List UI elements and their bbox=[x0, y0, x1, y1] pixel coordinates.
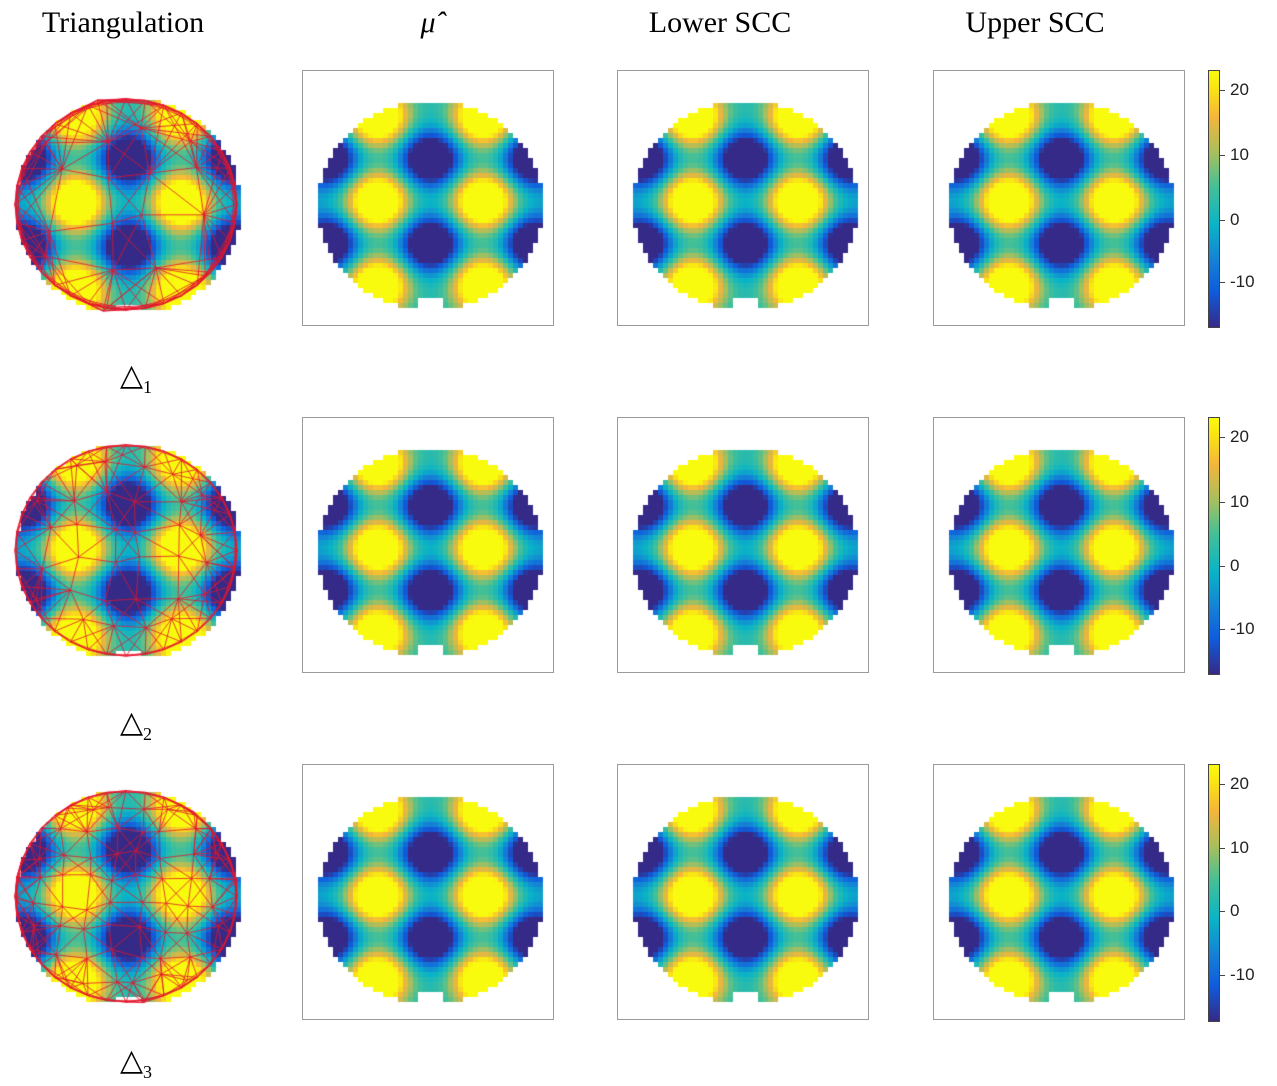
triangulation-plot-1 bbox=[6, 86, 246, 316]
triangulation-plot-2 bbox=[6, 432, 246, 662]
colorbar-1-tick-0: 0 bbox=[1219, 210, 1240, 229]
colorbar-1-tick-20: 20 bbox=[1220, 80, 1249, 99]
upper-scc-panel-2 bbox=[933, 417, 1185, 673]
mu-hat-panel-2 bbox=[302, 417, 554, 673]
triangulation-plot-3 bbox=[6, 778, 246, 1008]
colorbar-3 bbox=[1208, 764, 1220, 1022]
upper-scc-panel-3 bbox=[933, 764, 1185, 1020]
col-title-mu-hat: μ̂ bbox=[420, 6, 436, 39]
colorbar-3-tick-0: 0 bbox=[1219, 901, 1240, 920]
colorbar-3-tick-10: 10 bbox=[1220, 838, 1249, 857]
lower-scc-panel-1 bbox=[617, 70, 869, 326]
triangulation-label-3: △3 bbox=[119, 1044, 153, 1082]
colorbar-2 bbox=[1208, 417, 1220, 675]
col-title-upper-scc: Upper SCC bbox=[965, 6, 1105, 39]
lower-scc-panel-3 bbox=[617, 764, 869, 1020]
colorbar-2-tick-0: 0 bbox=[1219, 556, 1240, 575]
upper-scc-panel-1 bbox=[933, 70, 1185, 326]
triangulation-label-1: △1 bbox=[119, 359, 153, 397]
colorbar-1 bbox=[1208, 70, 1220, 328]
colorbar-3-tick-20: 20 bbox=[1220, 774, 1249, 793]
mu-hat-panel-1 bbox=[302, 70, 554, 326]
triangulation-label-2: △2 bbox=[119, 706, 153, 744]
lower-scc-panel-2 bbox=[617, 417, 869, 673]
colorbar-1-tick-neg10: -10 bbox=[1220, 272, 1255, 291]
colorbar-3-tick-neg10: -10 bbox=[1220, 965, 1255, 984]
col-title-lower-scc: Lower SCC bbox=[648, 6, 792, 39]
colorbar-2-tick-20: 20 bbox=[1220, 427, 1249, 446]
colorbar-1-tick-10: 10 bbox=[1220, 145, 1249, 164]
col-title-triangulation: Triangulation bbox=[41, 6, 205, 39]
colorbar-2-tick-10: 10 bbox=[1220, 492, 1249, 511]
colorbar-2-tick-neg10: -10 bbox=[1220, 619, 1255, 638]
mu-hat-panel-3 bbox=[302, 764, 554, 1020]
